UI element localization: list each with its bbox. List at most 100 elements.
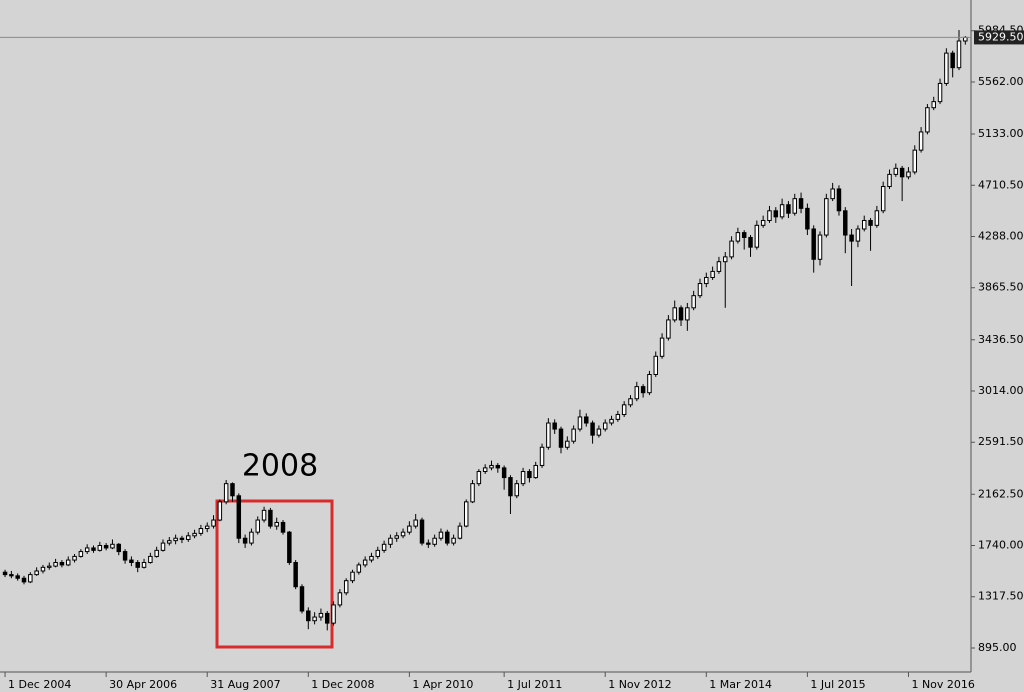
candle-body [179, 537, 185, 540]
candle-body [59, 561, 65, 566]
candle-body [925, 107, 930, 133]
candle-body [748, 236, 753, 248]
candle-body [931, 101, 936, 109]
candle-body [419, 519, 425, 544]
candle-body [508, 477, 513, 497]
candle-body [590, 422, 595, 436]
candle-body [350, 571, 355, 582]
y-tick-label: 2162.50 [978, 487, 1024, 500]
candle-body [621, 404, 627, 416]
candle-body [710, 270, 715, 278]
candle-body [792, 198, 797, 214]
last-price-box [974, 30, 1024, 45]
candle-body [154, 549, 159, 557]
candle-body [78, 551, 84, 557]
candle-body [697, 283, 703, 297]
candle-body [640, 386, 646, 394]
candle-body [463, 501, 469, 527]
candle-body [293, 561, 298, 588]
candle-body [230, 483, 235, 497]
candle-body [110, 543, 115, 549]
candle-body [116, 543, 122, 553]
candle-body [65, 559, 71, 566]
candle-body [375, 549, 381, 557]
candle-body [312, 616, 317, 622]
candle-body [552, 422, 557, 430]
candle-body [678, 307, 684, 321]
candle-body [647, 374, 652, 394]
candle-body [325, 612, 330, 624]
candle-body [91, 547, 96, 551]
candle-body [407, 525, 412, 533]
x-tick-label: 1 Dec 2008 [311, 678, 374, 691]
candle-body [482, 467, 488, 473]
candle-body [956, 40, 962, 69]
candle-body [160, 542, 166, 551]
y-tick-label: 5133.00 [978, 127, 1024, 140]
candle-body [533, 464, 538, 479]
candle-body [236, 495, 242, 539]
candle-body [426, 542, 431, 545]
candle-body [476, 471, 482, 485]
candle-body [577, 416, 583, 430]
candle-body [9, 574, 14, 577]
y-tick-label: 1740.00 [978, 539, 1024, 552]
candle-body [830, 188, 835, 200]
candle-body [918, 131, 924, 151]
candle-body [40, 566, 46, 572]
y-tick-label: 1317.50 [978, 590, 1024, 603]
candle-body [299, 586, 305, 612]
candle-body [167, 540, 172, 544]
x-tick-label: 1 Nov 2012 [608, 678, 671, 691]
candle-body [261, 509, 267, 521]
candle-body [539, 446, 545, 466]
candle-body [571, 428, 576, 442]
candle-body [602, 422, 608, 430]
candle-body [817, 234, 823, 260]
candle-body [811, 228, 816, 260]
candle-body [135, 561, 140, 568]
candle-body [84, 547, 90, 553]
candle-body [691, 295, 696, 309]
candle-body [381, 543, 387, 551]
candle-body [451, 537, 456, 544]
candle-body [356, 564, 362, 573]
candle-body [653, 355, 658, 376]
x-tick-label: 31 Aug 2007 [210, 678, 280, 691]
x-tick-label: 1 Nov 2016 [911, 678, 974, 691]
candle-body [388, 537, 393, 545]
candle-body [861, 219, 867, 230]
candle-body [97, 545, 103, 551]
candle-body [198, 528, 204, 534]
candle-body [242, 537, 248, 544]
candle-body [394, 535, 399, 539]
candle-body [141, 561, 147, 568]
y-tick-label: 3436.50 [978, 333, 1024, 346]
candle-body [615, 414, 621, 420]
candle-body [306, 610, 311, 622]
candle-body [659, 337, 665, 357]
y-tick-label: 5562.00 [978, 75, 1024, 88]
candle-body [880, 186, 886, 212]
candle-body [855, 228, 861, 242]
candle-body [609, 418, 614, 424]
candle-body [47, 565, 52, 568]
candle-body [849, 234, 854, 242]
candle-body [824, 198, 829, 236]
candle-body [331, 604, 336, 624]
candle-body [457, 525, 463, 539]
candle-body [836, 188, 842, 212]
candle-body [893, 167, 899, 175]
y-tick-label: 895.00 [978, 641, 1017, 654]
candle-body [685, 307, 690, 321]
candle-body [129, 559, 134, 563]
x-tick-label: 1 Apr 2010 [412, 678, 473, 691]
candle-body [280, 521, 286, 533]
y-tick-label: 3014.00 [978, 384, 1024, 397]
highlight-box [215, 499, 334, 649]
candle-body [413, 519, 418, 527]
candle-body [735, 232, 741, 242]
candle-body [28, 574, 33, 583]
candle-body [754, 224, 760, 248]
candle-body [318, 612, 324, 618]
